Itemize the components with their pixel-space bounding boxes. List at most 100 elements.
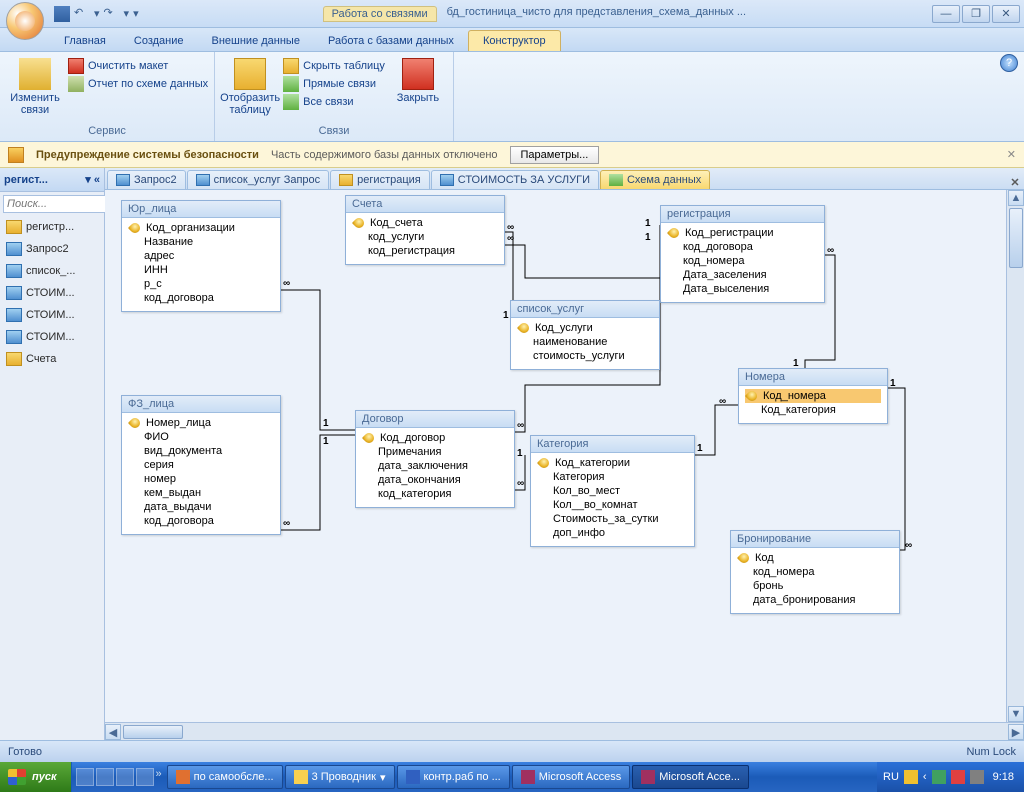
field-row[interactable]: Категория (537, 470, 688, 484)
field-row[interactable]: Код_организации (128, 221, 274, 235)
close-tab-button[interactable]: ✕ (1006, 176, 1024, 189)
ribbon-tab-2[interactable]: Внешние данные (198, 31, 314, 51)
scroll-right-icon[interactable]: ▶ (1008, 724, 1024, 740)
field-row[interactable]: Кол__во_комнат (537, 498, 688, 512)
ribbon-command[interactable]: Прямые связи (283, 76, 385, 92)
document-tab[interactable]: Схема данных (600, 170, 710, 189)
document-tab[interactable]: регистрация (330, 170, 430, 189)
ribbon-command[interactable]: Скрыть таблицу (283, 58, 385, 74)
taskbar-task[interactable]: Microsoft Acce... (632, 765, 749, 789)
field-row[interactable]: Кол_во_мест (537, 484, 688, 498)
field-row[interactable]: код_категория (362, 487, 508, 501)
table-ФЗ_лица[interactable]: ФЗ_лицаНомер_лицаФИОвид_документасерияно… (121, 395, 281, 535)
taskbar-task[interactable]: контр.раб по ... (397, 765, 510, 789)
table-header[interactable]: Номера (739, 369, 887, 386)
ribbon-button[interactable]: Изменитьсвязи (6, 54, 64, 116)
ql-ie-icon[interactable] (76, 768, 94, 786)
tray-lang[interactable]: RU (883, 771, 899, 783)
scroll-thumb[interactable] (123, 725, 183, 739)
field-row[interactable]: Код_номера (745, 389, 881, 403)
field-row[interactable]: дата_заключения (362, 459, 508, 473)
nav-item[interactable]: регистр... (0, 216, 104, 238)
field-row[interactable]: Код_категории (537, 456, 688, 470)
ribbon-command[interactable]: Очистить макет (68, 58, 208, 74)
tray-icon[interactable] (904, 770, 918, 784)
field-row[interactable]: наименование (517, 335, 653, 349)
restore-button[interactable]: ❐ (962, 5, 990, 23)
field-row[interactable]: номер (128, 472, 274, 486)
redo-dropdown-icon[interactable]: ▾ (124, 7, 130, 20)
chevron-down-icon[interactable]: ▾ « (85, 173, 100, 186)
table-Бронирование[interactable]: БронированиеКодкод_номераброньдата_брони… (730, 530, 900, 614)
field-row[interactable]: код_договора (128, 514, 274, 528)
horizontal-scrollbar[interactable]: ◀ ▶ (105, 722, 1024, 740)
ql-desktop-icon[interactable] (96, 768, 114, 786)
tray-icon[interactable] (932, 770, 946, 784)
table-header[interactable]: Договор (356, 411, 514, 428)
ribbon-command[interactable]: Все связи (283, 94, 385, 110)
nav-item[interactable]: Счета (0, 348, 104, 370)
security-options-button[interactable]: Параметры... (510, 146, 600, 164)
taskbar-task[interactable]: Microsoft Access (512, 765, 631, 789)
field-row[interactable]: бронь (737, 579, 893, 593)
ribbon-tab-4[interactable]: Конструктор (468, 30, 561, 51)
table-header[interactable]: список_услуг (511, 301, 659, 318)
office-button[interactable] (6, 2, 44, 40)
relationships-canvas[interactable]: Юр_лицаКод_организацииНазваниеадресИННр_… (105, 190, 1024, 722)
table-Счета[interactable]: СчетаКод_счетакод_услугикод_регистрация (345, 195, 505, 265)
ribbon-tab-1[interactable]: Создание (120, 31, 198, 51)
minimize-button[interactable]: — (932, 5, 960, 23)
ql-firefox-icon[interactable] (116, 768, 134, 786)
table-Категория[interactable]: КатегорияКод_категорииКатегорияКол_во_ме… (530, 435, 695, 547)
field-row[interactable]: стоимость_услуги (517, 349, 653, 363)
field-row[interactable]: код_номера (667, 254, 818, 268)
tray-icon[interactable] (951, 770, 965, 784)
start-button[interactable]: пуск (0, 762, 72, 792)
field-row[interactable]: дата_окончания (362, 473, 508, 487)
nav-item[interactable]: СТОИМ... (0, 304, 104, 326)
ribbon-button[interactable]: Отобразитьтаблицу (221, 54, 279, 116)
field-row[interactable]: Дата_заселения (667, 268, 818, 282)
field-row[interactable]: код_договора (667, 240, 818, 254)
field-row[interactable]: кем_выдан (128, 486, 274, 500)
field-row[interactable]: Код (737, 551, 893, 565)
field-row[interactable]: код_номера (737, 565, 893, 579)
field-row[interactable]: вид_документа (128, 444, 274, 458)
tray-volume-icon[interactable] (970, 770, 984, 784)
table-header[interactable]: Категория (531, 436, 694, 453)
scroll-down-icon[interactable]: ▼ (1008, 706, 1024, 722)
document-tab[interactable]: список_услуг Запрос (187, 170, 330, 189)
field-row[interactable]: код_договора (128, 291, 274, 305)
field-row[interactable]: Код_услуги (517, 321, 653, 335)
ql-more-icon[interactable]: » (156, 768, 162, 786)
field-row[interactable]: дата_выдачи (128, 500, 274, 514)
document-tab[interactable]: Запрос2 (107, 170, 186, 189)
security-close-icon[interactable]: ✕ (1007, 148, 1016, 161)
ribbon-tab-3[interactable]: Работа с базами данных (314, 31, 468, 51)
save-icon[interactable] (54, 6, 70, 22)
taskbar-task[interactable]: 3 Проводник ▾ (285, 765, 395, 789)
field-row[interactable]: серия (128, 458, 274, 472)
nav-header[interactable]: регист... ▾ « (0, 168, 104, 192)
table-регистрация[interactable]: регистрацияКод_регистрациикод_договорако… (660, 205, 825, 303)
help-icon[interactable]: ? (1000, 54, 1018, 72)
taskbar-task[interactable]: по самообсле... (167, 765, 283, 789)
scroll-left-icon[interactable]: ◀ (105, 724, 121, 740)
tray-clock[interactable]: 9:18 (989, 771, 1018, 783)
field-row[interactable]: р_с (128, 277, 274, 291)
ribbon-button[interactable]: Закрыть (389, 54, 447, 104)
field-row[interactable]: Код_счета (352, 216, 498, 230)
field-row[interactable]: код_регистрация (352, 244, 498, 258)
nav-item[interactable]: СТОИМ... (0, 326, 104, 348)
tray-more-icon[interactable]: ‹ (923, 771, 927, 783)
table-header[interactable]: Юр_лица (122, 201, 280, 218)
table-header[interactable]: Бронирование (731, 531, 899, 548)
field-row[interactable]: Дата_выселения (667, 282, 818, 296)
table-Договор[interactable]: ДоговорКод_договорПримечаниядата_заключе… (355, 410, 515, 508)
table-Юр_лица[interactable]: Юр_лицаКод_организацииНазваниеадресИННр_… (121, 200, 281, 312)
field-row[interactable]: Код_категория (745, 403, 881, 417)
close-button[interactable]: ✕ (992, 5, 1020, 23)
vertical-scrollbar[interactable]: ▲ ▼ (1006, 190, 1024, 722)
ql-app-icon[interactable] (136, 768, 154, 786)
table-header[interactable]: регистрация (661, 206, 824, 223)
